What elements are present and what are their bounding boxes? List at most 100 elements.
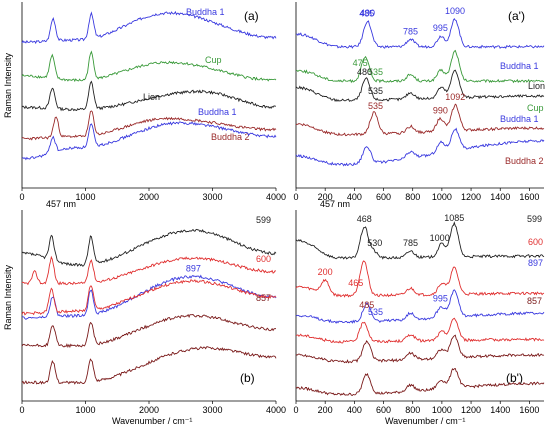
peak-annotation-3-8: 995 <box>433 294 448 304</box>
series-label-a-cup: Cup <box>205 55 222 65</box>
spectrum-line-3-0 <box>295 221 545 260</box>
peak-annotation-3-2: 465 <box>348 278 363 288</box>
spectrum-line-0-0 <box>21 10 277 45</box>
xtick-label-1-1: 200 <box>318 192 333 202</box>
xtick-label-1-0: 0 <box>293 192 298 202</box>
laser-wavelength-label-a: 457 nm <box>46 199 76 209</box>
peak-annotation-1-1: 475 <box>353 58 368 68</box>
spectrum-line-1-1 <box>295 49 545 84</box>
xtick-label-0-4: 4000 <box>266 192 286 202</box>
peak-annotation-1-2: 535 <box>368 67 383 77</box>
peak-annotation-1-11: 485 <box>359 9 374 19</box>
series-label-a2-cup: Cup <box>527 103 544 113</box>
xtick-label-3-8: 1600 <box>519 405 539 415</box>
series-label-a-buddha1-top: Buddha 1 <box>186 7 225 17</box>
peak-annotation-1-7: 535 <box>368 86 383 96</box>
peak-annotation-1-0: 490 <box>360 8 375 18</box>
peak-annotation-1-10: 1092 <box>445 92 465 102</box>
xtick-label-3-2: 400 <box>347 405 362 415</box>
panel-label-b2: (b') <box>506 371 523 385</box>
xtick-label-1-2: 400 <box>347 192 362 202</box>
xtick-label-1-7: 1400 <box>490 192 510 202</box>
series-label-a-buddha2: Buddha 2 <box>211 132 250 142</box>
xtick-label-2-3: 3000 <box>202 405 222 415</box>
xtick-label-0-2: 2000 <box>139 192 159 202</box>
panel-label-a2: (a') <box>508 9 525 23</box>
spectrum-line-1-4 <box>295 103 545 137</box>
spectrum-line-3-2 <box>295 289 545 324</box>
xlabel-b2: Wavenumber / cm⁻¹ <box>385 416 465 426</box>
xtick-label-3-0: 0 <box>293 405 298 415</box>
peak-annotation-1-4: 995 <box>433 23 448 33</box>
spectrum-line-2-1 <box>21 255 277 286</box>
panel-label-a: (a) <box>244 9 259 23</box>
spectrum-line-0-2 <box>21 80 277 112</box>
xtick-label-1-4: 800 <box>405 192 420 202</box>
series-label-a2-lion: Lion <box>528 81 545 91</box>
spectrum-line-0-1 <box>21 50 277 83</box>
peak-annotation-3-9: 485 <box>359 300 374 310</box>
xtick-label-3-4: 800 <box>405 405 420 415</box>
xtick-label-0-1: 1000 <box>75 192 95 202</box>
peak-annotation-3-5: 1000 <box>430 233 450 243</box>
ylabel-b: Raman Intensity <box>3 264 13 330</box>
series-label-b-600: 600 <box>256 254 271 264</box>
series-label-b2-600: 600 <box>528 237 543 247</box>
xtick-label-2-4: 4000 <box>266 405 286 415</box>
panel-b-axes <box>21 210 276 402</box>
series-label-b-599: 599 <box>256 215 271 225</box>
xtick-label-1-8: 1600 <box>519 192 539 202</box>
panel-b2-axes <box>295 210 544 402</box>
peak-annotation-1-5: 1090 <box>445 6 465 16</box>
peak-annotation-3-4: 785 <box>403 238 418 248</box>
series-label-a-buddha1-low: Buddha 1 <box>198 107 237 117</box>
peak-annotation-1-6: 480 <box>357 67 372 77</box>
spectrum-line-2-0 <box>21 228 277 267</box>
peak-annotation-1-8: 535 <box>368 101 383 111</box>
spectrum-line-3-3 <box>295 317 545 344</box>
peak-annotation-3-0: 468 <box>357 214 372 224</box>
peak-annotation-1-9: 990 <box>433 106 448 116</box>
series-label-b2-599: 599 <box>527 214 542 224</box>
spectrum-line-2-5 <box>21 346 277 385</box>
series-label-a2-buddha1-top: Buddha 1 <box>500 61 539 71</box>
peak-annotation-3-6: 1085 <box>444 213 464 223</box>
xlabel-b: Wavenumber / cm⁻¹ <box>112 416 192 426</box>
panel-a2-axes <box>295 2 544 189</box>
series-label-a-lion: Lion <box>143 92 160 102</box>
spectrum-line-0-4 <box>21 110 277 141</box>
xtick-label-3-6: 1200 <box>461 405 481 415</box>
xtick-label-1-6: 1200 <box>461 192 481 202</box>
xtick-label-1-3: 600 <box>376 192 391 202</box>
series-label-b2-857: 857 <box>527 296 542 306</box>
peak-annotation-1-3: 785 <box>403 26 418 36</box>
spectrum-line-1-3 <box>295 127 545 167</box>
xtick-label-3-3: 600 <box>376 405 391 415</box>
spectrum-line-0-3 <box>21 121 277 161</box>
spectrum-line-2-3 <box>21 279 277 316</box>
xtick-label-1-5: 1000 <box>432 192 452 202</box>
peak-annotation-3-3: 200 <box>318 267 333 277</box>
spectrum-line-3-4 <box>295 334 545 364</box>
series-label-b-857: 857 <box>256 293 271 303</box>
spectrum-line-2-4 <box>21 313 277 349</box>
xtick-label-2-2: 2000 <box>139 405 159 415</box>
spectrum-line-1-2 <box>295 69 545 103</box>
laser-wavelength-label-a2: 457 nm <box>320 199 350 209</box>
peak-annotation-2-0: 897 <box>186 264 201 274</box>
xtick-label-2-1: 1000 <box>75 405 95 415</box>
series-label-a2-buddha1-low: Buddha 1 <box>500 114 539 124</box>
xtick-label-2-0: 0 <box>19 405 24 415</box>
series-label-a2-buddha2: Buddha 2 <box>505 156 544 166</box>
xtick-label-3-1: 200 <box>318 405 333 415</box>
xtick-label-3-5: 1000 <box>432 405 452 415</box>
xtick-label-0-3: 3000 <box>202 192 222 202</box>
series-label-b2-897: 897 <box>528 258 543 268</box>
peak-annotation-3-7: 535 <box>368 307 383 317</box>
panel-label-b: (b) <box>240 371 255 385</box>
xtick-label-3-7: 1400 <box>490 405 510 415</box>
ylabel-a: Raman Intensity <box>3 52 13 118</box>
spectrum-line-3-5 <box>295 367 545 397</box>
spectrum-line-3-1 <box>295 260 545 298</box>
